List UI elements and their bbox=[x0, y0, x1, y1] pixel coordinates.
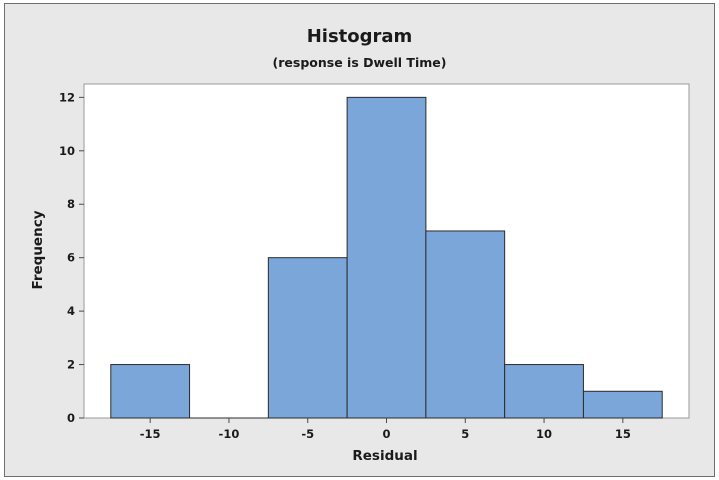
y-tick-label: 6 bbox=[67, 251, 75, 265]
histogram-bar bbox=[425, 230, 506, 419]
histogram-bar bbox=[504, 364, 584, 419]
x-tick-label: -10 bbox=[219, 427, 240, 441]
chart-title: Histogram bbox=[306, 26, 413, 47]
x-axis-label: Residual bbox=[352, 448, 417, 464]
x-axis: -15 -10 -5 0 5 10 15 bbox=[140, 418, 631, 441]
histogram-bar bbox=[267, 257, 348, 419]
chart-subtitle: (response is Dwell Time) bbox=[272, 55, 447, 70]
y-axis: 0 2 4 6 8 10 12 bbox=[59, 90, 84, 425]
bars-group bbox=[110, 96, 663, 419]
x-tick-label: 5 bbox=[461, 427, 469, 441]
x-tick-label: 15 bbox=[615, 427, 631, 441]
histogram-bar bbox=[346, 96, 427, 419]
x-tick-label: -5 bbox=[301, 427, 314, 441]
y-tick-label: 8 bbox=[67, 197, 75, 211]
y-tick-label: 12 bbox=[59, 90, 75, 104]
x-tick-label: -15 bbox=[140, 427, 161, 441]
y-tick-label: 4 bbox=[67, 304, 75, 318]
x-tick-label: 0 bbox=[382, 427, 390, 441]
y-tick-label: 0 bbox=[67, 411, 75, 425]
y-tick-label: 2 bbox=[67, 358, 75, 372]
y-axis-label: Frequency bbox=[30, 210, 46, 289]
histogram-bar bbox=[110, 364, 191, 419]
histogram-bar bbox=[582, 390, 663, 419]
y-tick-label: 10 bbox=[59, 144, 75, 158]
x-tick-label: 10 bbox=[536, 427, 552, 441]
